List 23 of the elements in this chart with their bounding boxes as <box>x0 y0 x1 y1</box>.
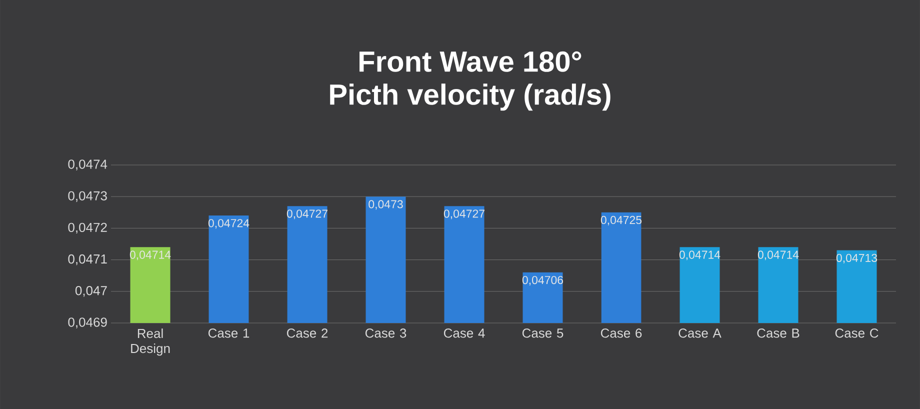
y-tick-label: 0,0474 <box>68 160 108 170</box>
x-tick-label: Case B <box>757 328 800 338</box>
x-tick-label: Case 3 <box>365 328 406 338</box>
x-tick-label: Case 6 <box>600 328 642 338</box>
y-tick-label: 0,0471 <box>68 254 107 266</box>
data-label: 0,04727 <box>444 210 484 220</box>
data-label: 0,04706 <box>522 276 564 286</box>
y-tick-label: 0,047 <box>75 286 107 297</box>
x-tick-label: Case 5 <box>522 328 564 338</box>
x-tick-label: Case 4 <box>444 328 485 338</box>
chart-subtitle: Picth velocity (rad/s) <box>330 84 610 111</box>
data-label: 0,04713 <box>836 254 878 264</box>
x-tick-label: Case A <box>678 328 722 338</box>
x-tick-label: Case 1 <box>208 328 250 338</box>
x-tick-label: Case C <box>835 328 878 338</box>
chart-title: Front Wave 180° <box>360 51 582 72</box>
data-label: 0,04727 <box>286 210 328 220</box>
y-tick-label: 0,0473 <box>68 191 107 202</box>
data-label: 0,0473 <box>368 200 403 210</box>
y-tick-label: 0,0469 <box>68 318 107 328</box>
x-tick-label: Case 2 <box>286 328 328 338</box>
y-tick-label: 0,0472 <box>68 222 107 234</box>
x-tick-label: Real Design <box>131 328 170 356</box>
